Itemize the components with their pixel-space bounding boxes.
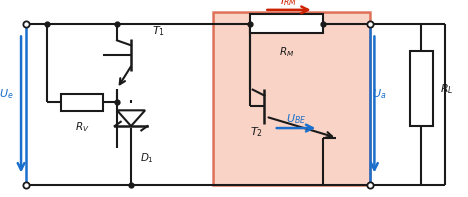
Text: $U_e$: $U_e$ <box>0 88 14 101</box>
Text: $I_{RM}$: $I_{RM}$ <box>280 0 298 8</box>
Text: $U_a$: $U_a$ <box>372 88 387 101</box>
Bar <box>213 12 370 185</box>
Text: $U_{BE}$: $U_{BE}$ <box>286 112 306 126</box>
Bar <box>250 14 323 33</box>
Text: $T_2$: $T_2$ <box>250 125 263 139</box>
Text: $D_1$: $D_1$ <box>140 152 154 165</box>
Text: $R_M$: $R_M$ <box>279 45 294 59</box>
Bar <box>61 94 103 111</box>
Text: $R_L$: $R_L$ <box>440 82 453 96</box>
Polygon shape <box>117 110 145 126</box>
Bar <box>410 51 433 126</box>
Text: $R_V$: $R_V$ <box>74 120 89 134</box>
Text: $T_1$: $T_1$ <box>152 25 165 38</box>
